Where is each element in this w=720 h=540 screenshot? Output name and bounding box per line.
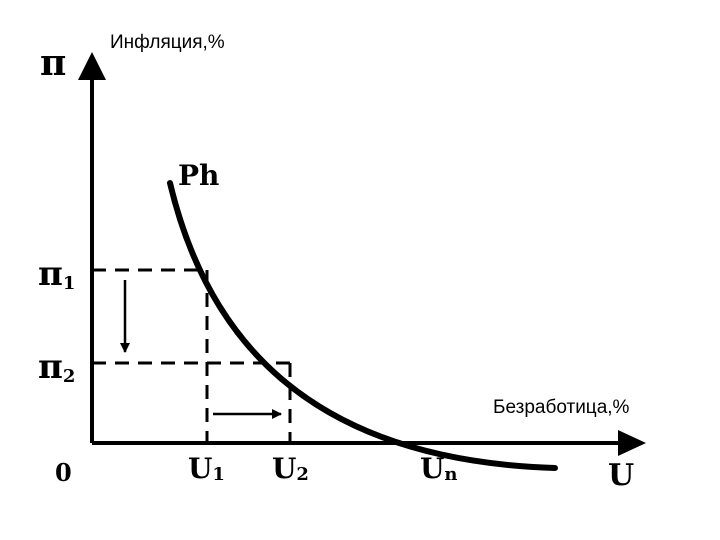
y-axis-symbol: π: [40, 42, 66, 84]
pi2-label: π2: [38, 347, 75, 387]
x-axis-symbol: U: [608, 458, 634, 493]
y-axis-arrowhead: [78, 52, 106, 80]
u1-label: U1: [188, 452, 225, 485]
u2-label: U2: [272, 452, 309, 485]
pi2-sub: 2: [63, 366, 76, 387]
un-base: U: [420, 452, 444, 485]
un-sub: n: [444, 464, 457, 485]
pi2-base: π: [38, 347, 63, 387]
pi1-label: π1: [38, 254, 75, 294]
origin-label: 0: [55, 458, 72, 487]
pi1-base: π: [38, 254, 63, 294]
u1-sub: 1: [212, 464, 225, 485]
pi1-sub: 1: [63, 273, 76, 294]
u1-base: U: [188, 452, 212, 485]
u2-base: U: [272, 452, 296, 485]
x-axis-label: Безработица,%: [493, 397, 630, 418]
x-axis-arrowhead: [618, 430, 646, 456]
u2-sub: 2: [296, 464, 309, 485]
un-label: Un: [420, 452, 458, 485]
y-axis-label: Инфляция,%: [110, 32, 225, 53]
curve-label: Ph: [178, 159, 219, 192]
phillips-curve: [167, 180, 558, 471]
